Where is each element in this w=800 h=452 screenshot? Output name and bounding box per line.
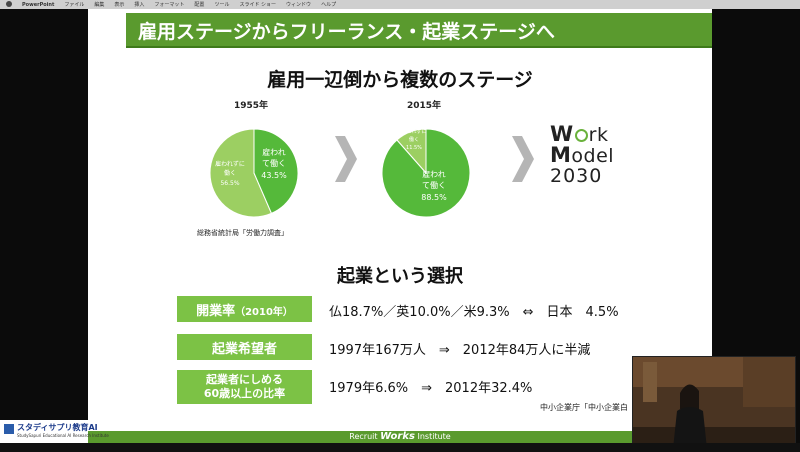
arrow-right-icon — [335, 136, 357, 182]
menubar-item-file[interactable]: ファイル — [64, 2, 85, 8]
work-model-o-icon — [574, 129, 588, 142]
slide: 雇用ステージからフリーランス・起業ステージへ 雇用一辺倒から複数のステージ 19… — [88, 9, 712, 443]
row-startup-aspirants-text: 1997年167万人 ⇒ 2012年84万人に半減 — [329, 343, 591, 358]
pie2-self-label-2: 働く — [409, 136, 419, 143]
menubar-item-format[interactable]: フォーマット — [154, 2, 185, 8]
label-over60-ratio: 起業者にしめる 60歳以上の比率 — [177, 370, 312, 404]
row-over60-ratio-text: 1979年6.6% ⇒ 2012年32.4% — [329, 381, 533, 396]
pie1-self-label-1: 雇われずに — [215, 160, 245, 168]
pie2-self-value: 11.5% — [406, 145, 422, 151]
row-startup-rate-text: 仏18.7%／英10.0%／米9.3% ⇔ 日本 4.5% — [329, 305, 619, 320]
pie1-slice-employed — [253, 128, 299, 215]
source-note-1: 総務省統計局「労働力調査」 — [197, 229, 288, 237]
menubar-item-tools[interactable]: ツール — [214, 2, 230, 8]
pie2-employed-label-1: 雇われ — [422, 169, 446, 179]
pie2-self-label-1: 雇われずに — [402, 128, 427, 135]
pie2-slice-employed — [381, 128, 471, 218]
speaker-video-frame — [633, 357, 795, 449]
label-startup-rate: 開業率（2010年） — [177, 296, 312, 322]
slide-title-bar: 雇用ステージからフリーランス・起業ステージへ — [126, 13, 712, 48]
pie1-employed-label-2: て働く — [262, 158, 286, 168]
arrow-right-icon — [512, 136, 534, 182]
menubar-item-arrange[interactable]: 配置 — [194, 2, 205, 8]
menubar-app-name[interactable]: PowerPoint — [22, 1, 55, 8]
bottom-strip — [0, 443, 800, 452]
menubar-item-view[interactable]: 表示 — [114, 2, 125, 8]
pie1-year: 1955年 — [234, 101, 269, 111]
pie2-year: 2015年 — [407, 101, 442, 111]
slide-footer-bar — [88, 431, 712, 443]
source-note-2: 中小企業庁「中小企業白 — [540, 403, 628, 412]
pie1-self-value: 56.5% — [220, 180, 239, 187]
studysapuri-logo-icon — [4, 424, 14, 434]
pie1-employed-value: 43.5% — [261, 171, 287, 180]
slide-subtitle: 雇用一辺倒から複数のステージ — [267, 69, 533, 91]
pie1-chart: 雇われずに 働く 56.5% 雇われ て働く 43.5% — [209, 128, 299, 218]
speaker-video — [632, 356, 796, 450]
slide-title: 雇用ステージからフリーランス・起業ステージへ — [138, 21, 555, 43]
menubar-item-help[interactable]: ヘルプ — [321, 2, 337, 8]
pie2-employed-value: 88.5% — [421, 193, 447, 202]
apple-icon[interactable] — [6, 1, 12, 7]
menubar-item-window[interactable]: ウィンドウ — [286, 2, 312, 8]
pie1-employed-label-1: 雇われ — [262, 147, 286, 157]
pie1-self-label-2: 働く — [224, 169, 236, 177]
studysapuri-logo: スタディサプリ教育AI StudySapuri Educational AI R… — [0, 420, 109, 443]
menubar-item-slideshow[interactable]: スライド ショー — [239, 2, 277, 8]
label-startup-aspirants: 起業希望者 — [177, 334, 312, 360]
menubar-item-edit[interactable]: 編集 — [94, 2, 105, 8]
menubar-item-insert[interactable]: 挿入 — [134, 2, 145, 8]
pie2-employed-label-2: て働く — [422, 180, 446, 190]
menubar: PowerPoint ファイル 編集 表示 挿入 フォーマット 配置 ツール ス… — [0, 0, 800, 9]
pie1-slice-self — [209, 128, 273, 218]
section-title-entrepreneurship: 起業という選択 — [337, 266, 463, 287]
recruit-works-logo: Recruit Works Institute — [349, 431, 451, 442]
pie2-chart: 雇われずに 働く 11.5% 雇われ て働く 88.5% — [381, 128, 471, 218]
